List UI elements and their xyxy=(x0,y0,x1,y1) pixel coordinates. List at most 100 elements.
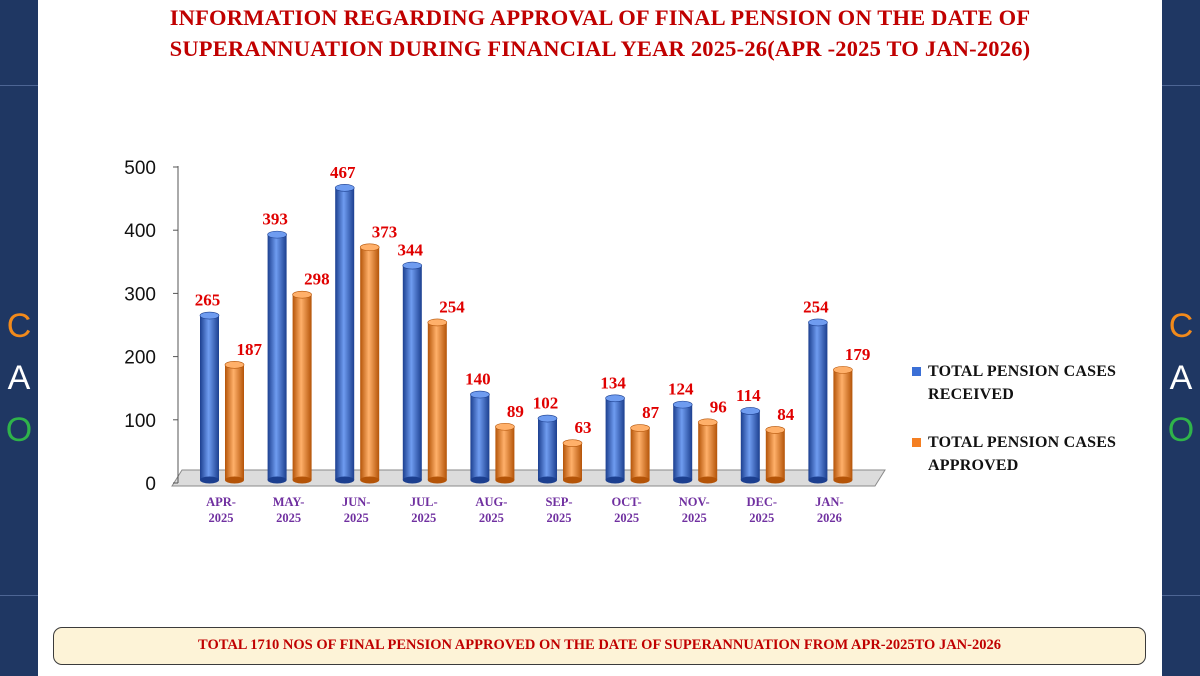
legend-swatch-approved xyxy=(912,438,921,447)
left-cao-letters: C A O xyxy=(0,300,38,456)
bar-base xyxy=(698,476,718,484)
bar-base xyxy=(563,476,582,484)
bar-approved xyxy=(833,369,853,480)
x-tick-label: 2025 xyxy=(682,511,707,525)
data-label-approved: 89 xyxy=(507,402,524,421)
x-tick-label: JUL- xyxy=(410,495,438,509)
y-tick-label: 100 xyxy=(124,411,156,432)
x-tick-label: 2025 xyxy=(209,511,234,525)
bar-top xyxy=(630,424,650,432)
chart-canvas: 0 100 200 300 400 500 265 187 APR- 2025 393 298 MAY-… xyxy=(124,158,886,525)
data-label-received: 140 xyxy=(465,370,491,389)
x-tick-label: AUG- xyxy=(475,495,507,509)
bar-received xyxy=(538,418,557,480)
data-label-received: 344 xyxy=(398,241,424,260)
bar-base xyxy=(225,476,244,484)
data-label-approved: 87 xyxy=(642,403,660,422)
bar-base xyxy=(538,476,557,484)
bar-top xyxy=(334,184,355,192)
title-line-1: INFORMATION REGARDING APPROVAL OF FINAL … xyxy=(169,5,1031,30)
bar-top xyxy=(740,407,761,415)
bar-top xyxy=(697,418,718,427)
bar-received xyxy=(470,394,490,480)
bar-top xyxy=(292,290,312,299)
y-tick-label: 500 xyxy=(124,158,156,179)
letter-a: A xyxy=(1169,359,1193,397)
x-tick-label: 2025 xyxy=(479,511,504,525)
x-tick-label: OCT- xyxy=(612,495,642,509)
bar-top xyxy=(359,243,380,252)
x-tick-label: JAN- xyxy=(815,495,843,509)
side-rule xyxy=(1162,595,1200,596)
bar-approved xyxy=(630,428,650,480)
legend-item-approved: TOTAL PENSION CASES APPROVED xyxy=(912,431,1162,477)
bar-base xyxy=(673,476,693,484)
bar-top xyxy=(427,318,448,327)
legend-label-approved-line1: TOTAL PENSION CASES xyxy=(928,434,1117,451)
data-label-received: 254 xyxy=(803,297,829,316)
title-line-2: SUPERANNUATION DURING FINANCIAL YEAR 202… xyxy=(169,36,1031,61)
bar-top xyxy=(470,390,490,399)
bar-received xyxy=(267,234,287,480)
data-label-received: 393 xyxy=(262,210,288,229)
x-tick-label: 2025 xyxy=(411,511,436,525)
data-label-received: 124 xyxy=(668,380,694,399)
bar-base xyxy=(740,476,760,484)
bar-received xyxy=(740,410,760,480)
legend-label-received-line2: RECEIVED xyxy=(928,386,1015,403)
bar-base xyxy=(470,476,490,484)
x-tick-label: 2025 xyxy=(344,511,369,525)
bar-approved xyxy=(495,426,515,480)
bar-received xyxy=(200,315,219,480)
left-side-band xyxy=(0,0,38,676)
bar-top xyxy=(199,311,220,320)
bar-base xyxy=(765,476,785,484)
side-rule xyxy=(1162,85,1200,86)
bar-top xyxy=(402,261,423,270)
x-tick-label: APR- xyxy=(206,495,236,509)
letter-c: C xyxy=(6,307,32,345)
data-label-approved: 63 xyxy=(575,418,592,437)
x-tick-label: 2025 xyxy=(276,511,301,525)
bar-base xyxy=(808,476,828,484)
bar-base xyxy=(360,476,380,484)
bar-received xyxy=(335,187,355,480)
x-tick-label: 2025 xyxy=(749,511,774,525)
bar-received xyxy=(605,398,625,480)
legend-label-received-line1: TOTAL PENSION CASES xyxy=(928,363,1117,380)
y-tick-label: 0 xyxy=(145,474,156,495)
right-side-band xyxy=(1162,0,1200,676)
summary-footer: TOTAL 1710 NOS OF FINAL PENSION APPROVED… xyxy=(53,627,1146,665)
bar-approved xyxy=(698,422,718,480)
bar-top xyxy=(765,426,786,434)
bar-top xyxy=(833,366,853,374)
x-tick-label: JUN- xyxy=(342,495,370,509)
bar-top xyxy=(267,230,287,239)
bar-top xyxy=(808,318,828,327)
data-label-received: 114 xyxy=(736,386,761,405)
side-rule xyxy=(0,595,38,596)
right-cao-letters: C A O xyxy=(1162,300,1200,456)
bar-base xyxy=(833,476,853,484)
bar-top xyxy=(562,439,583,447)
data-label-received: 134 xyxy=(600,373,626,392)
bar-base xyxy=(402,476,422,484)
bar-approved xyxy=(292,294,312,480)
data-label-approved: 187 xyxy=(237,340,263,359)
page-title: INFORMATION REGARDING APPROVAL OF FINAL … xyxy=(70,2,1130,64)
data-label-approved: 254 xyxy=(439,297,465,316)
bar-received xyxy=(808,322,828,480)
bar-approved xyxy=(225,364,244,480)
legend-swatch-received xyxy=(912,367,921,376)
bar-approved xyxy=(765,429,785,480)
side-rule xyxy=(0,85,38,86)
y-tick-label: 200 xyxy=(124,348,156,369)
data-label-approved: 298 xyxy=(304,270,330,289)
bar-top xyxy=(224,361,245,369)
bar-base xyxy=(630,476,650,484)
data-label-received: 467 xyxy=(330,163,356,182)
chart-legend: TOTAL PENSION CASES RECEIVED TOTAL PENSI… xyxy=(912,360,1162,502)
bar-received xyxy=(402,265,422,480)
y-tick-label: 300 xyxy=(124,284,156,305)
bar-base xyxy=(200,476,219,484)
